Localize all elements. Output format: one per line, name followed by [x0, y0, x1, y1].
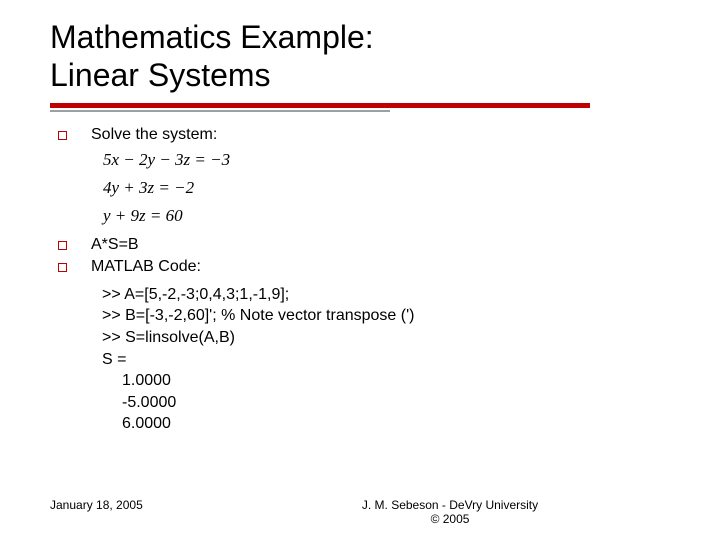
code-line: >> B=[-3,-2,60]'; % Note vector transpos… — [102, 305, 680, 327]
slide-container: Mathematics Example: Linear Systems Solv… — [0, 0, 720, 435]
result-line: 1.0000 — [122, 370, 680, 392]
bullet-text: MATLAB Code: — [91, 258, 201, 276]
equation-line: y + 9z = 60 — [103, 206, 680, 226]
code-line: >> S=linsolve(A,B) — [102, 327, 680, 349]
equations-block: 5x − 2y − 3z = −3 4y + 3z = −2 y + 9z = … — [103, 150, 680, 226]
content-area: Solve the system: 5x − 2y − 3z = −3 4y +… — [50, 126, 680, 435]
bullet-text: A*S=B — [91, 236, 139, 254]
code-line: S = — [102, 349, 680, 371]
bullet-text: Solve the system: — [91, 126, 217, 144]
footer-author-block: J. M. Sebeson - DeVry University © 2005 — [240, 498, 720, 526]
footer-author: J. M. Sebeson - DeVry University — [362, 498, 538, 512]
title-underline — [50, 103, 680, 112]
bullet-item: MATLAB Code: — [58, 258, 680, 276]
result-line: 6.0000 — [122, 413, 680, 435]
bullet-square-icon — [58, 241, 67, 250]
bullet-item: A*S=B — [58, 236, 680, 254]
bullet-square-icon — [58, 263, 67, 272]
equation-line: 5x − 2y − 3z = −3 — [103, 150, 680, 170]
title-line-1: Mathematics Example: — [50, 19, 374, 55]
footer-date: January 18, 2005 — [0, 498, 240, 526]
equation-line: 4y + 3z = −2 — [103, 178, 680, 198]
slide-footer: January 18, 2005 J. M. Sebeson - DeVry U… — [0, 498, 720, 526]
code-block: >> A=[5,-2,-3;0,4,3;1,-1,9]; >> B=[-3,-2… — [102, 284, 680, 435]
title-line-2: Linear Systems — [50, 57, 271, 93]
bullet-item: Solve the system: — [58, 126, 680, 144]
bullet-square-icon — [58, 131, 67, 140]
gray-underline — [50, 110, 390, 112]
slide-title: Mathematics Example: Linear Systems — [50, 18, 680, 95]
footer-copyright: © 2005 — [431, 512, 470, 526]
red-underline — [50, 103, 590, 108]
code-line: >> A=[5,-2,-3;0,4,3;1,-1,9]; — [102, 284, 680, 306]
result-line: -5.0000 — [122, 392, 680, 414]
